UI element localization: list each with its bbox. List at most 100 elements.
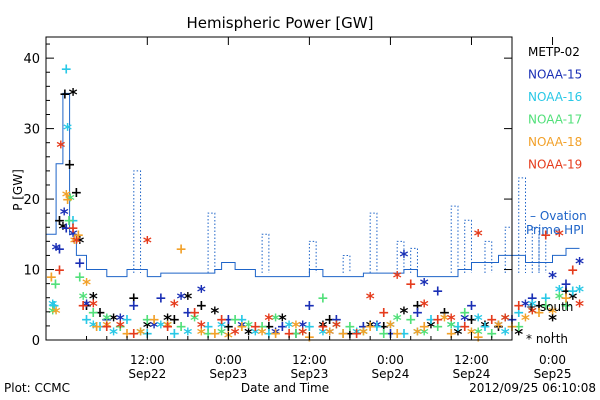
point-noaa-19-south: + <box>162 319 174 335</box>
point-noaa-16-south: + <box>94 319 106 335</box>
point-metp-02-south: + <box>493 319 505 335</box>
point-noaa-18-south: + <box>91 319 103 335</box>
legend-noaa-18: NOAA-18 <box>528 135 582 149</box>
point-noaa-15-south: + <box>304 298 316 314</box>
point-noaa-15-south: + <box>412 305 424 321</box>
point-noaa-16-north: * <box>413 325 422 345</box>
point-noaa-17-north: * <box>102 311 111 331</box>
point-noaa-18-north: * <box>440 311 449 331</box>
point-metp-02-south: + <box>412 298 424 314</box>
point-noaa-16-south: + <box>398 326 410 342</box>
x-tick-date: Sep24 <box>371 367 409 381</box>
point-noaa-17-north: * <box>217 325 226 345</box>
point-noaa-15-north: * <box>82 297 91 317</box>
point-noaa-15-south: + <box>331 312 343 328</box>
point-metp-02-south: + <box>466 312 478 328</box>
point-noaa-16-south: + <box>236 312 248 328</box>
point-noaa-18-north: * <box>291 318 300 338</box>
point-noaa-18-north: * <box>359 325 368 345</box>
x-tick-date: Sep23 <box>209 367 247 381</box>
point-noaa-18-south: + <box>121 326 133 342</box>
point-metp-02-north: * <box>183 290 192 310</box>
point-noaa-17-south: + <box>229 312 241 328</box>
x-tick-time: 12:00 <box>130 353 165 367</box>
point-noaa-19-north: * <box>56 138 65 158</box>
x-tick-date: Sep25 <box>534 367 572 381</box>
point-noaa-15-south: + <box>128 298 140 314</box>
point-noaa-16-south: + <box>202 319 214 335</box>
point-noaa-16-south: + <box>540 291 552 307</box>
point-metp-02-north: * <box>399 304 408 324</box>
point-noaa-17-north: * <box>474 325 483 345</box>
point-noaa-19-south: + <box>486 312 498 328</box>
point-noaa-18-south: + <box>391 326 403 342</box>
point-noaa-19-south: + <box>67 220 79 236</box>
point-noaa-18-south: + <box>209 326 221 342</box>
point-noaa-16-south: + <box>304 319 316 335</box>
point-noaa-18-south: + <box>270 326 282 342</box>
point-noaa-18-south: + <box>337 326 349 342</box>
point-noaa-18-north: * <box>521 311 530 331</box>
point-noaa-17-north: * <box>501 311 510 331</box>
point-noaa-15-north: * <box>197 283 206 303</box>
point-metp-02-north: * <box>481 318 490 338</box>
point-noaa-15-south: + <box>155 291 167 307</box>
point-noaa-16-south: + <box>425 312 437 328</box>
point-noaa-19-south: + <box>101 319 113 335</box>
point-metp-02-north: * <box>427 318 436 338</box>
ovation-spike <box>308 240 317 274</box>
point-noaa-17-south: + <box>87 305 99 321</box>
ovation-spike <box>342 254 351 274</box>
point-noaa-17-south: + <box>459 305 471 321</box>
point-noaa-16-north: * <box>555 283 564 303</box>
point-noaa-19-south: + <box>128 326 140 342</box>
ovation-spike <box>369 212 378 274</box>
point-noaa-15-north: * <box>116 311 125 331</box>
point-noaa-19-south: + <box>216 312 228 328</box>
point-noaa-17-north: * <box>244 318 253 338</box>
point-noaa-18-south: + <box>148 312 160 328</box>
point-noaa-15-north: * <box>237 318 246 338</box>
point-noaa-16-north: * <box>183 325 192 345</box>
ovation-spike <box>518 177 527 274</box>
point-noaa-15-south: + <box>74 255 86 271</box>
point-noaa-17-north: * <box>48 304 57 324</box>
north-symbol-legend: * north <box>526 332 568 346</box>
point-noaa-19-north: * <box>72 233 81 253</box>
point-noaa-16-north: * <box>89 318 98 338</box>
point-noaa-15-north: * <box>494 318 503 338</box>
point-noaa-16-south: + <box>263 326 275 342</box>
point-metp-02-south: + <box>533 298 545 314</box>
point-noaa-15-north: * <box>548 269 557 289</box>
point-noaa-19-north: * <box>231 325 240 345</box>
point-noaa-16-south: + <box>60 62 72 78</box>
point-noaa-15-north: * <box>372 318 381 338</box>
plot-frame <box>45 36 513 341</box>
ovation-spike <box>538 233 547 274</box>
satellite-legend: METP-02 NOAA-15 NOAA-16 NOAA-17 NOAA-18 NOAA-… <box>528 45 582 172</box>
point-noaa-15-south: + <box>466 298 478 314</box>
point-metp-02-north: * <box>69 85 78 105</box>
point-noaa-16-north: * <box>156 318 165 338</box>
point-noaa-19-north: * <box>393 269 402 289</box>
point-noaa-16-north: * <box>528 297 537 317</box>
legend-metp-02: METP-02 <box>528 45 580 59</box>
point-noaa-19-north: * <box>332 318 341 338</box>
x-axis-ticks: 12:00Sep220:00Sep2312:00Sep230:00Sep2412… <box>45 37 572 381</box>
point-noaa-19-south: + <box>54 263 66 279</box>
y-tick-label: 30 <box>23 123 40 138</box>
point-noaa-17-south: + <box>486 326 498 342</box>
point-metp-02-south: + <box>324 312 336 328</box>
y-tick-label: 10 <box>23 264 40 279</box>
point-noaa-15-north: * <box>420 276 429 296</box>
point-metp-02-south: + <box>168 312 180 328</box>
y-axis-label: P [GW] <box>11 169 25 211</box>
point-noaa-17-south: + <box>290 326 302 342</box>
point-noaa-18-north: * <box>413 325 422 345</box>
point-metp-02-north: * <box>514 325 523 345</box>
legend-noaa-17: NOAA-17 <box>528 113 582 127</box>
point-noaa-19-north: * <box>528 304 537 324</box>
point-noaa-19-south: + <box>378 305 390 321</box>
ovation-prime-hpi-series <box>46 92 580 278</box>
